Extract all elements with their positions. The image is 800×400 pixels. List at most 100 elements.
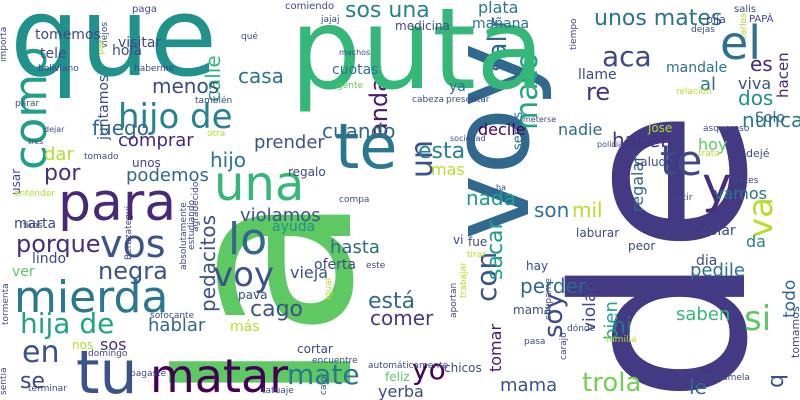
word: pedile [690,260,746,281]
word: llame [578,67,617,83]
word: menos [152,74,220,98]
word: sofocante [150,311,195,321]
word: automáticamente [368,361,449,371]
word: aca [602,40,652,73]
word: importa [0,26,9,62]
word: si [744,299,772,339]
word: sociedad [450,134,486,143]
word: hacer [612,128,669,152]
word: para [58,173,177,233]
word: saludo [634,155,674,169]
word: tormenta [1,283,11,325]
word: al [700,74,717,95]
word: paga [132,4,157,15]
word: machos [339,48,371,57]
word: compa [339,195,370,205]
word: tres [28,137,44,146]
word: cortar [297,342,333,356]
word: pija [706,13,726,26]
word: hasta [330,237,380,258]
word: parar [15,99,40,109]
word: pone [679,367,702,377]
word: salis [734,4,757,15]
word: relación [676,87,712,97]
word: tomar [486,323,505,372]
word: trabajar [459,262,469,298]
word: cuotas [332,62,379,78]
word: trata [698,149,720,159]
word: regalo [288,165,326,179]
word: más [230,319,260,335]
word: pagaste [130,369,167,379]
word: familia [606,335,637,345]
word: carajo [559,332,569,360]
word: decile [478,120,526,139]
word: porque [16,230,101,258]
word: sos [100,335,127,354]
word: sacar [483,220,508,280]
word: romper [707,275,740,285]
word: matar [150,349,289,400]
word: fue [468,235,488,249]
word: tomamos [789,306,800,358]
word: tirar [467,250,486,260]
word: jajaj [321,15,340,25]
word: feliz [385,370,410,384]
word: nunca [742,108,800,132]
word: Solo [755,110,785,126]
word: q [764,374,789,388]
word: gente [337,81,364,91]
word: y [702,156,732,214]
word: vieja [290,263,329,282]
word: dos [738,86,774,110]
word: en [22,335,60,370]
word: le [689,375,707,399]
word: marta [14,216,57,232]
word: haberme [134,64,175,74]
word: hoy [698,135,728,154]
word: tiempo [569,18,579,50]
word: que [10,0,218,101]
word: haces [732,176,759,186]
word: se [20,369,45,394]
word: yo [412,353,446,386]
word: voy [213,255,275,295]
word: pava [238,288,268,302]
word: violamos [240,205,321,226]
word: yerba [378,382,424,400]
word: ha [496,183,506,192]
word: vos [100,222,166,266]
word: re [586,78,611,106]
word: cago [250,297,304,322]
word: comprar [118,130,194,151]
word: peor [628,239,656,253]
word: son [534,198,570,222]
word: plata [478,0,519,17]
word: visitar [118,35,162,51]
word: hijo de [118,97,233,137]
word: entender [14,189,55,199]
word: lo [228,214,268,265]
word: dejar [44,125,65,134]
word: comiendo [285,1,335,12]
word: tomemos [35,27,101,43]
word: vi [453,233,464,247]
word: laburar [576,226,620,240]
word: qué [241,32,258,42]
word: mamá [513,303,552,317]
word: una [214,156,305,212]
word: hijo [210,148,247,172]
word: fuego [92,116,149,140]
word: tomado [84,152,119,162]
word: también [195,96,233,106]
word: puta [290,0,545,115]
word: asqueroso [703,124,750,134]
word: el [720,16,762,70]
word: sentía [0,367,9,395]
word: dia [696,253,718,269]
word: jose [648,121,673,135]
word: domingo [88,349,128,359]
word: tu [76,338,138,400]
word: perder [520,274,587,298]
